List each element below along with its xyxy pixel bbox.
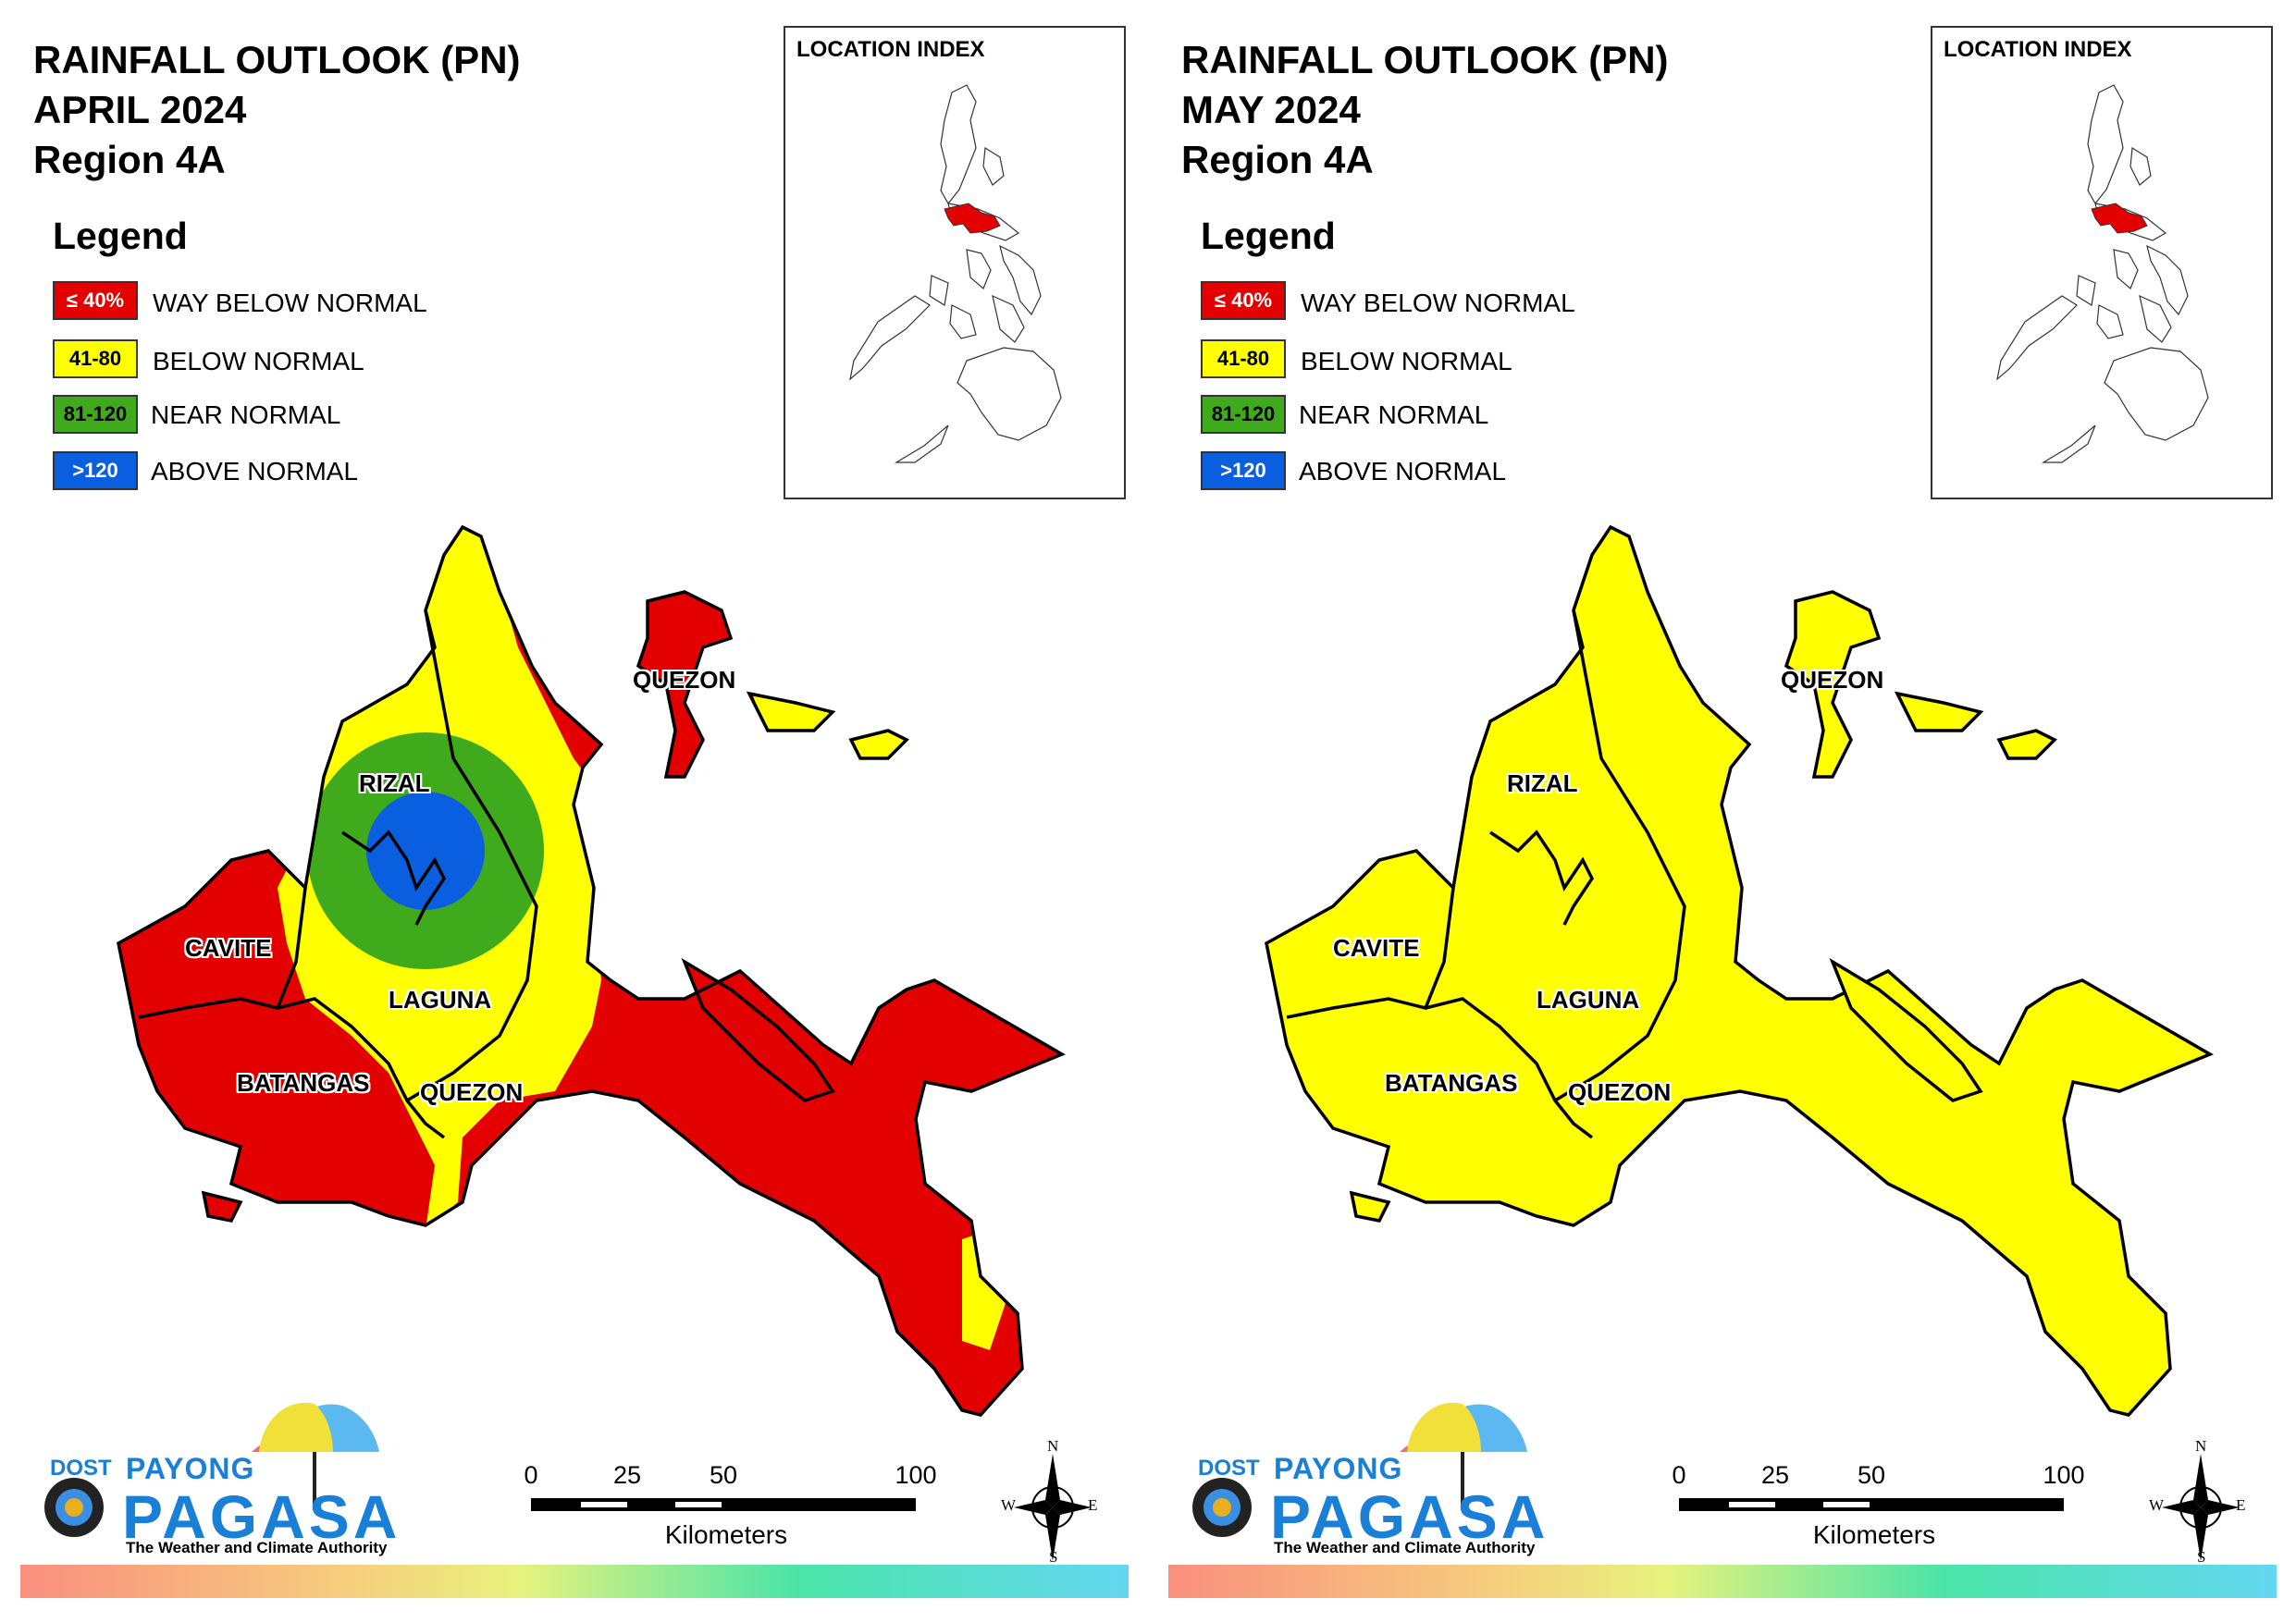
legend-label: BELOW NORMAL <box>1301 347 1512 375</box>
scale-tick: 100 <box>2043 1461 2085 1489</box>
compass-n: N <box>2195 1437 2207 1455</box>
legend-swatch: 41-80 <box>1201 339 1286 378</box>
province-label-batangas: BATANGAS <box>1385 1069 1518 1097</box>
scale-tick: 100 <box>895 1461 937 1489</box>
compass-rose-icon <box>1014 1454 1092 1561</box>
umbrella-icon <box>44 1402 379 1537</box>
compass-e: E <box>2236 1496 2246 1514</box>
payong-pagasa-logo: DOST PAYONG PAGASA The Weather and Clima… <box>37 1387 397 1572</box>
inset-title: LOCATION INDEX <box>796 37 985 62</box>
footer-gradient-band <box>1168 1565 2277 1598</box>
dost-label: DOST <box>50 1456 112 1481</box>
legend-label: WAY BELOW NORMAL <box>153 289 427 317</box>
province-label-quezon-north: QUEZON <box>633 666 736 694</box>
title-line-3: Region 4A <box>33 138 226 181</box>
province-label-quezon-north: QUEZON <box>1781 666 1884 694</box>
legend-label: WAY BELOW NORMAL <box>1301 289 1575 317</box>
scale-tick: 0 <box>524 1461 538 1489</box>
province-label-quezon-south: QUEZON <box>420 1078 524 1106</box>
legend-swatch: 81-120 <box>1201 395 1286 434</box>
umbrella-icon <box>1192 1402 1527 1537</box>
payong-label: PAYONG <box>1274 1452 1403 1485</box>
legend-swatch: 41-80 <box>53 339 138 378</box>
location-index-inset: LOCATION INDEX <box>1931 26 2273 499</box>
province-label-cavite: CAVITE <box>185 934 272 962</box>
scale-tick: 50 <box>709 1461 738 1489</box>
scale-tick: 25 <box>1760 1461 1790 1489</box>
pagasa-label: PAGASA <box>1270 1482 1549 1551</box>
legend-label: BELOW NORMAL <box>153 347 364 375</box>
compass-w: W <box>1001 1496 1017 1514</box>
title-line-1: RAINFALL OUTLOOK (PN) <box>1181 38 1669 81</box>
compass-rose-icon <box>2162 1454 2240 1561</box>
legend-label: ABOVE NORMAL <box>151 457 359 486</box>
legend-swatch: ≤ 40% <box>1201 281 1286 320</box>
compass-s: S <box>1049 1548 1058 1566</box>
pagasa-tagline: The Weather and Climate Authority <box>1274 1539 1536 1556</box>
region-4a-map <box>1265 524 2214 1417</box>
province-label-batangas: BATANGAS <box>237 1069 370 1097</box>
legend-heading: Legend <box>53 215 188 257</box>
title-line-2: MAY 2024 <box>1181 88 1361 131</box>
scale-bar: 0 25 50 100 Kilometers <box>524 1461 937 1563</box>
compass-w: W <box>2149 1496 2165 1514</box>
legend-swatch: >120 <box>53 451 138 490</box>
location-index-inset: LOCATION INDEX <box>784 26 1126 499</box>
payong-pagasa-logo: DOST PAYONG PAGASA The Weather and Clima… <box>1185 1387 1545 1572</box>
title-line-2: APRIL 2024 <box>33 88 247 131</box>
scale-tick: 0 <box>1672 1461 1686 1489</box>
scale-tick: 25 <box>612 1461 642 1489</box>
philippines-locator-map <box>849 84 1062 463</box>
legend-heading: Legend <box>1201 215 1336 257</box>
title-line-1: RAINFALL OUTLOOK (PN) <box>33 38 521 81</box>
province-label-rizal: RIZAL <box>1507 769 1578 797</box>
province-label-laguna: LAGUNA <box>389 986 492 1014</box>
title-line-3: Region 4A <box>1181 138 1374 181</box>
scale-unit: Kilometers <box>664 1520 788 1549</box>
outlook-panel-may: RAINFALL OUTLOOK (PN) MAY 2024 Region 4A… <box>1148 0 2296 1623</box>
province-label-quezon-south: QUEZON <box>1568 1078 1672 1106</box>
legend-swatch: 81-120 <box>53 395 138 434</box>
payong-label: PAYONG <box>126 1452 255 1485</box>
map-title: RAINFALL OUTLOOK (PN) APRIL 2024 Region … <box>33 35 521 185</box>
scale-bar: 0 25 50 100 Kilometers <box>1672 1461 2085 1563</box>
compass-s: S <box>2197 1548 2206 1566</box>
north-arrow-compass: N S E W <box>2149 1437 2246 1566</box>
province-label-laguna: LAGUNA <box>1537 986 1640 1014</box>
pagasa-label: PAGASA <box>122 1482 401 1551</box>
philippines-locator-map <box>1996 84 2209 463</box>
footer-gradient-band <box>20 1565 1129 1598</box>
scale-bar-graphic <box>1679 1498 2064 1511</box>
dost-label: DOST <box>1198 1456 1260 1481</box>
compass-e: E <box>1088 1496 1098 1514</box>
north-arrow-compass: N S E W <box>1001 1437 1098 1566</box>
scale-bar-graphic <box>531 1498 916 1511</box>
province-label-rizal: RIZAL <box>359 769 430 797</box>
legend-label: NEAR NORMAL <box>1299 400 1489 429</box>
pagasa-tagline: The Weather and Climate Authority <box>126 1539 388 1556</box>
legend-swatch: >120 <box>1201 451 1286 490</box>
inset-title: LOCATION INDEX <box>1944 37 2132 62</box>
legend-swatch: ≤ 40% <box>53 281 138 320</box>
map-title: RAINFALL OUTLOOK (PN) MAY 2024 Region 4A <box>1181 35 1669 185</box>
compass-n: N <box>1047 1437 1059 1455</box>
scale-unit: Kilometers <box>1812 1520 1936 1549</box>
outlook-panel-april: RAINFALL OUTLOOK (PN) APRIL 2024 Region … <box>20 26 1129 1598</box>
legend-label: NEAR NORMAL <box>151 400 341 429</box>
legend-label: ABOVE NORMAL <box>1299 457 1507 486</box>
province-label-cavite: CAVITE <box>1333 934 1420 962</box>
scale-tick: 50 <box>1857 1461 1886 1489</box>
region-4a-map <box>117 524 1066 1417</box>
